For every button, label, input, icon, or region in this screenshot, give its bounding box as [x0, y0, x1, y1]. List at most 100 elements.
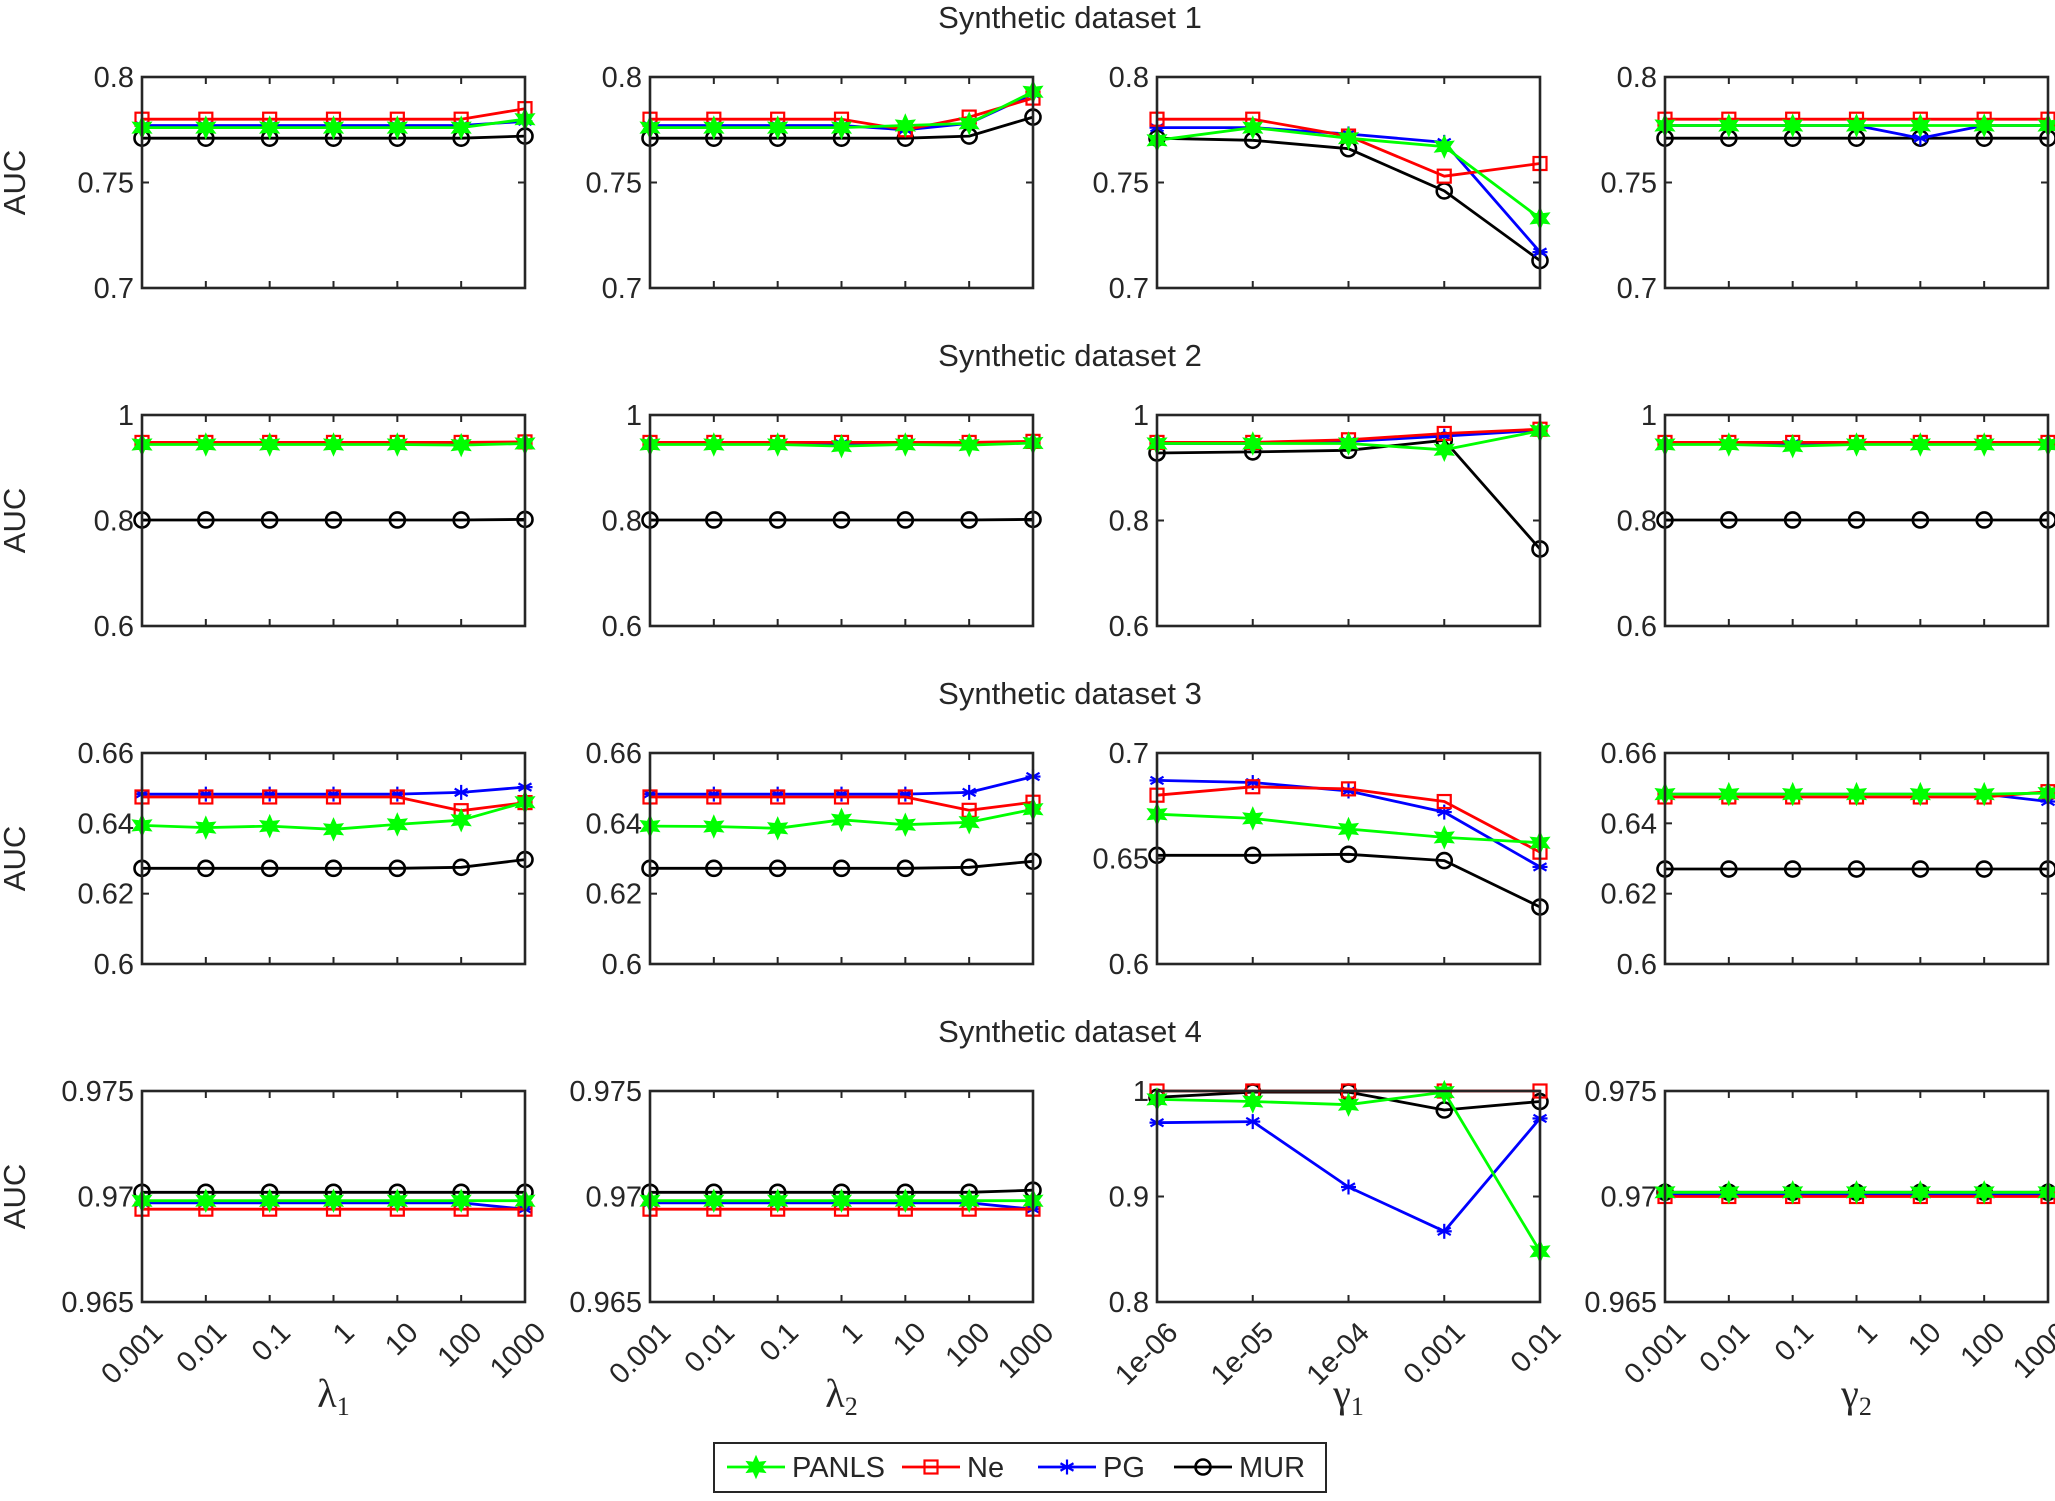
y-axis-label: AUC — [0, 150, 32, 215]
x-axis-label-subscript: 2 — [845, 1392, 858, 1421]
y-tick-label: 0.65 — [1093, 844, 1149, 876]
y-tick-label: 0.62 — [1601, 879, 1657, 911]
row-title: Synthetic dataset 2 — [938, 338, 1202, 373]
y-tick-label: 0.66 — [1601, 738, 1657, 770]
y-tick-label: 0.7 — [1617, 273, 1657, 305]
x-tick-label: 100 — [940, 1317, 997, 1374]
x-tick-label: 0.01 — [1505, 1317, 1568, 1380]
y-tick-label: 0.8 — [94, 62, 134, 94]
x-axis-label-symbol: λ — [825, 1371, 845, 1416]
y-tick-label: 0.7 — [94, 273, 134, 305]
y-tick-label: 0.62 — [78, 879, 134, 911]
x-tick-label: 0.1 — [754, 1317, 805, 1368]
x-tick-label: 1 — [1850, 1317, 1884, 1351]
x-axis-label-symbol: λ — [317, 1371, 337, 1416]
y-tick-label: 0.7 — [1109, 738, 1149, 770]
x-tick-label: 10 — [379, 1317, 424, 1362]
y-tick-label: 0.8 — [602, 506, 642, 538]
x-axis-label-1: λ1 — [317, 1371, 349, 1421]
legend-label: Ne — [967, 1452, 1004, 1484]
y-tick-label: 0.66 — [78, 738, 134, 770]
y-tick-label: 0.8 — [1109, 1287, 1149, 1319]
x-tick-label: 0.001 — [1398, 1317, 1472, 1391]
x-tick-label: 0.01 — [171, 1317, 234, 1380]
subplot-r3-c2: 0.60.620.640.66 — [586, 738, 1043, 981]
subplot-r2-c2: 0.60.81 — [602, 400, 1043, 643]
y-tick-label: 0.975 — [569, 1076, 642, 1108]
subplot-r1-c3: 0.70.750.8 — [1093, 62, 1550, 305]
y-tick-label: 0.8 — [602, 62, 642, 94]
y-tick-label: 1 — [118, 400, 134, 432]
legend-label: MUR — [1239, 1452, 1305, 1484]
x-tick-label: 10 — [1902, 1317, 1947, 1362]
y-tick-label: 0.8 — [1109, 506, 1149, 538]
y-tick-label: 0.6 — [1617, 949, 1657, 981]
subplot-r3-c4: 0.6 0.62 0.64 0.66 — [1601, 738, 2055, 981]
y-axis-label: AUC — [0, 488, 32, 553]
subplot-r1-c4: 0.7 0.75 0.8 — [1601, 62, 2055, 305]
y-tick-label: 1 — [1133, 400, 1149, 432]
legend-label: PG — [1103, 1452, 1145, 1484]
y-axis-label: AUC — [0, 1164, 32, 1229]
x-tick-label: 100 — [432, 1317, 489, 1374]
y-tick-label: 0.6 — [94, 949, 134, 981]
y-tick-label: 0.6 — [1617, 611, 1657, 643]
y-tick-label: 0.75 — [1093, 168, 1149, 200]
y-tick-label: 0.8 — [1617, 62, 1657, 94]
x-axis-label-subscript: 1 — [1351, 1392, 1364, 1421]
x-tick-label: 0.001 — [603, 1317, 677, 1391]
x-tick-label: 0.01 — [679, 1317, 742, 1380]
plot-area — [650, 77, 1033, 288]
x-tick-label: 1e-05 — [1205, 1317, 1280, 1392]
x-tick-label: 0.01 — [1694, 1317, 1757, 1380]
y-tick-label: 0.6 — [602, 611, 642, 643]
row-title: Synthetic dataset 4 — [938, 1014, 1202, 1049]
y-tick-label: 0.965 — [569, 1287, 642, 1319]
x-axis-label-subscript: 1 — [337, 1392, 350, 1421]
x-tick-label: 100 — [1955, 1317, 2012, 1374]
y-tick-label: 0.64 — [1601, 808, 1657, 840]
y-tick-label: 0.75 — [78, 168, 134, 200]
y-tick-label: 0.965 — [61, 1287, 134, 1319]
subplot-r1-c2: 0.70.750.8 — [586, 62, 1043, 305]
x-tick-label: 0.001 — [1618, 1317, 1692, 1391]
plot-area — [1665, 77, 2048, 288]
x-axis-label-subscript: 2 — [1859, 1392, 1872, 1421]
x-tick-label: 0.001 — [95, 1317, 169, 1391]
y-tick-label: 0.6 — [1109, 949, 1149, 981]
subplot-r2-c3: 0.60.81 — [1109, 400, 1550, 643]
y-tick-label: 0.75 — [1601, 168, 1657, 200]
x-axis-label-symbol: γ — [1332, 1371, 1351, 1416]
x-axis-label-4: γ2 — [1840, 1371, 1872, 1421]
y-tick-label: 0.975 — [1584, 1076, 1657, 1108]
row-title: Synthetic dataset 1 — [938, 0, 1202, 35]
y-tick-label: 0.97 — [586, 1182, 642, 1214]
x-tick-label: 1000 — [484, 1317, 552, 1385]
plot-area — [142, 753, 525, 964]
y-tick-label: 0.64 — [78, 808, 134, 840]
subplot-r3-c3: 0.6 0.65 0.7 — [1093, 738, 1550, 981]
y-tick-label: 0.7 — [602, 273, 642, 305]
x-tick-label: 1000 — [992, 1317, 1060, 1385]
y-tick-label: 0.6 — [602, 949, 642, 981]
y-tick-label: 0.97 — [1601, 1182, 1657, 1214]
x-axis-label-symbol: γ — [1840, 1371, 1859, 1416]
y-axis-label: AUC — [0, 826, 32, 891]
y-tick-label: 0.8 — [1617, 506, 1657, 538]
x-tick-label: 1e-06 — [1109, 1317, 1184, 1392]
y-tick-label: 1 — [1133, 1076, 1149, 1108]
x-tick-label: 1 — [327, 1317, 361, 1351]
row-title: Synthetic dataset 3 — [938, 676, 1202, 711]
y-tick-label: 0.66 — [586, 738, 642, 770]
x-axis-label-2: λ2 — [825, 1371, 857, 1421]
y-tick-label: 0.8 — [94, 506, 134, 538]
plot-area — [650, 753, 1033, 964]
legend-label: PANLS — [792, 1452, 885, 1484]
plot-area — [1157, 77, 1540, 288]
x-axis-label-3: γ1 — [1332, 1371, 1364, 1421]
y-tick-label: 0.975 — [61, 1076, 134, 1108]
plot-area — [142, 77, 525, 288]
